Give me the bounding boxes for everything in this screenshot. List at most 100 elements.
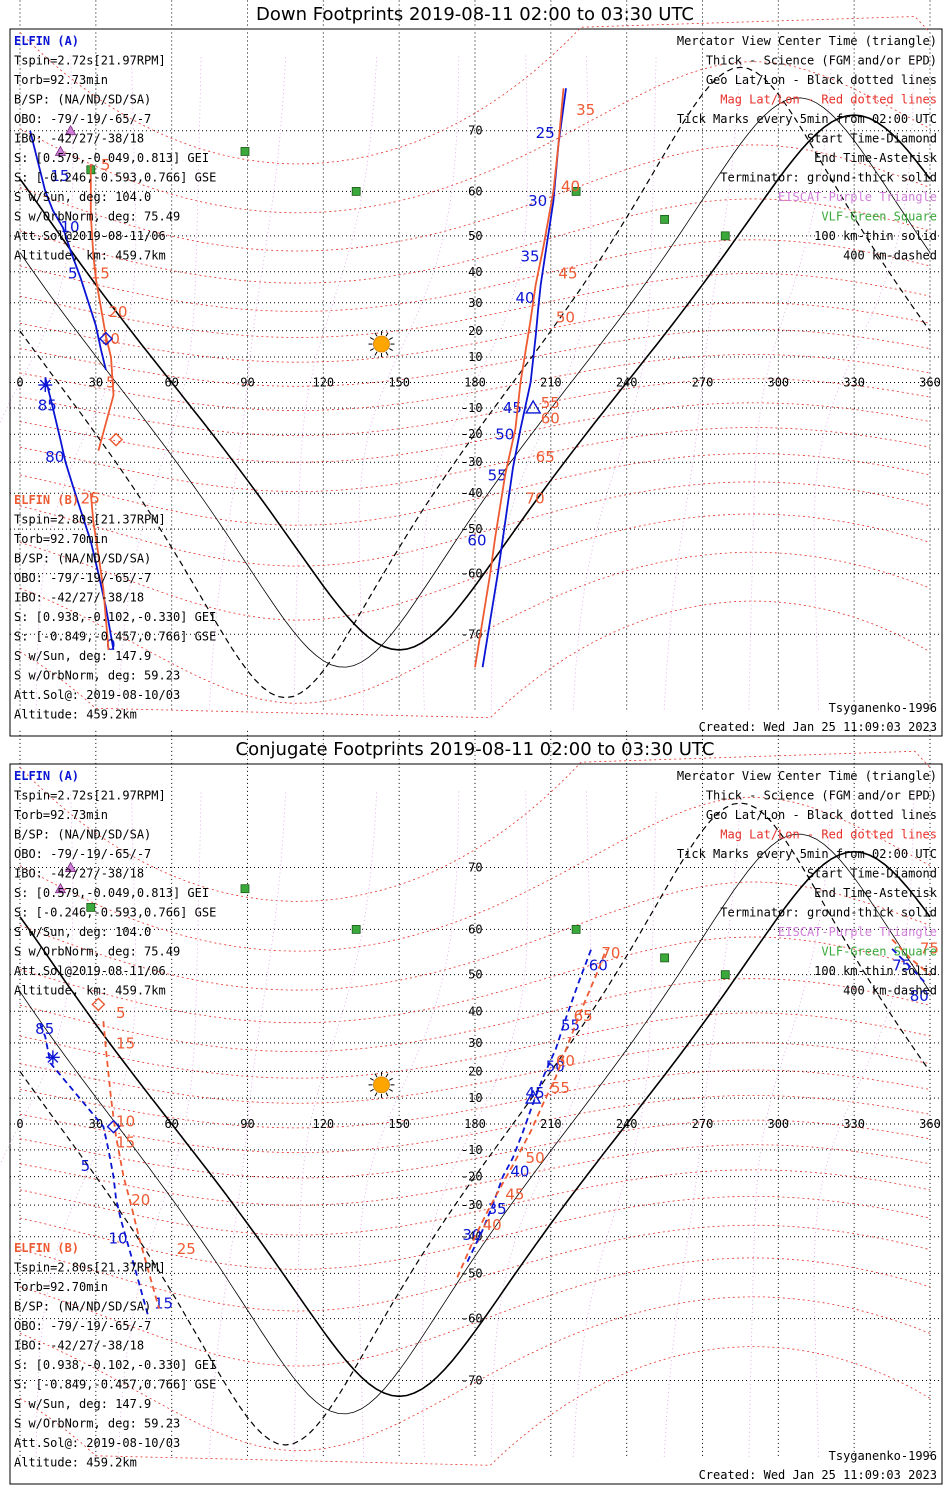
track-time-label: 15 bbox=[116, 1133, 135, 1151]
track-time-label: 55 bbox=[541, 394, 560, 412]
elfin-b-info-line: OBO: -79/-19/-65/-7 bbox=[14, 1319, 151, 1333]
legend-entry: Mag Lat/Lon - Red dotted lines bbox=[720, 93, 937, 107]
elfin-b-info-line: S: [-0.849,-0.457,0.766] GSE bbox=[14, 630, 216, 644]
track-time-label: 35 bbox=[521, 248, 540, 266]
mag-latitude-line bbox=[19, 1257, 931, 1367]
mag-meridian-line bbox=[358, 791, 460, 1457]
elfin-a-track bbox=[481, 88, 567, 668]
mag-latitude-line bbox=[19, 481, 931, 567]
elfin-a-track bbox=[39, 1024, 150, 1319]
x-tick-label: 120 bbox=[312, 376, 334, 390]
track-time-label: 0 bbox=[106, 636, 116, 654]
mag-meridian-line bbox=[208, 791, 287, 1457]
sun-ray bbox=[389, 1077, 393, 1081]
sun-ray bbox=[374, 1092, 378, 1097]
y-tick-label: -40 bbox=[461, 486, 483, 500]
elfin-a-label: ELFIN (A) bbox=[14, 34, 79, 48]
elfin-a-info-line: Torb=92.73min bbox=[14, 73, 108, 87]
elfin-b-info-line: OBO: -79/-19/-65/-7 bbox=[14, 571, 151, 585]
legend-entry: Tick Marks every 5min from 02:00 UTC bbox=[677, 847, 937, 861]
mag-meridian-line bbox=[813, 791, 915, 1457]
asterisk-stroke bbox=[39, 379, 51, 391]
elfin-b-track bbox=[891, 938, 931, 976]
x-tick-label: 300 bbox=[767, 376, 789, 390]
track-time-label: 50 bbox=[526, 1149, 545, 1167]
y-tick-label: 20 bbox=[468, 1064, 482, 1078]
mag-latitude-line bbox=[19, 1119, 931, 1179]
sun-ray bbox=[369, 1077, 374, 1081]
elfin-b-info-line: S: [-0.849,-0.457,0.766] GSE bbox=[14, 1378, 216, 1392]
mag-latitude-line bbox=[19, 354, 931, 411]
legend-entry: EISCAT-Purple Triangle bbox=[778, 190, 937, 204]
vlf-station-marker bbox=[571, 924, 581, 934]
elfin-b-track bbox=[102, 1021, 160, 1309]
start-diamond-marker bbox=[106, 1119, 121, 1134]
x-tick-label: 330 bbox=[843, 1117, 865, 1131]
track-time-label: 60 bbox=[467, 532, 486, 550]
y-tick-label: 40 bbox=[468, 1004, 482, 1018]
x-tick-label: 30 bbox=[89, 376, 103, 390]
elfin-a-track bbox=[29, 130, 107, 371]
track-time-label: 35 bbox=[488, 1200, 507, 1218]
legend-entry: End Time-Asterisk bbox=[814, 886, 938, 900]
vlf-station-marker bbox=[240, 884, 250, 894]
legend-entry: Thick - Science (FGM and/or EPD) bbox=[706, 54, 937, 68]
mag-latitude-line bbox=[19, 302, 931, 363]
sun-ray bbox=[385, 351, 389, 356]
mag-latitude-line bbox=[19, 427, 931, 492]
y-tick-label: -10 bbox=[461, 1143, 483, 1157]
legend-entry: 100 km-thin solid bbox=[814, 229, 937, 243]
mag-meridian-line bbox=[35, 55, 137, 710]
track-time-label: 45 bbox=[505, 1185, 524, 1203]
y-tick-label: -30 bbox=[461, 455, 483, 469]
x-tick-label: 180 bbox=[464, 1117, 486, 1131]
legend-entry: Thick - Science (FGM and/or EPD) bbox=[706, 789, 937, 803]
legend-entry: Geo Lat/Lon - Black dotted lines bbox=[706, 808, 937, 822]
elfin-a-info: ELFIN (A) Tspin=2.72s[21.97RPM] Torb=92.73… bbox=[14, 34, 216, 263]
legend-entry: 400 km-dashed bbox=[843, 984, 937, 998]
elfin-b-info-line: S: [0.938,-0.102,-0.330] GEI bbox=[14, 1358, 216, 1372]
track-time-label: 5 bbox=[101, 156, 111, 174]
mag-meridian-line bbox=[572, 791, 657, 1457]
x-tick-label: 90 bbox=[240, 1117, 254, 1131]
center-time-triangle bbox=[524, 1089, 542, 1104]
sun-ray bbox=[385, 1092, 389, 1097]
track-time-label: 55 bbox=[551, 1079, 570, 1097]
x-tick-label: 210 bbox=[540, 1117, 562, 1131]
legend-entry: Mag Lat/Lon - Red dotted lines bbox=[720, 828, 937, 842]
track-time-label: 20 bbox=[131, 1191, 150, 1209]
legend-entry: Tick Marks every 5min from 02:00 UTC bbox=[677, 112, 937, 126]
x-tick-label: 150 bbox=[388, 1117, 410, 1131]
track-time-label: 50 bbox=[556, 309, 575, 327]
y-tick-label: 30 bbox=[468, 1036, 482, 1050]
track-time-label: 10 bbox=[108, 1230, 127, 1248]
elfin-a-track bbox=[891, 948, 926, 984]
y-tick-label: -70 bbox=[461, 627, 483, 641]
down-footprints-panel: 0 30 60 90 120 150 180 210 240 270 300 330 360-70-60… bbox=[0, 0, 943, 737]
track-time-label: 45 bbox=[558, 264, 577, 282]
mag-latitude-line bbox=[19, 1169, 931, 1236]
mag-latitude-line bbox=[19, 1042, 931, 1104]
elfin-a-info-line: S: [-0.246,-0.593,0.766] GSE bbox=[14, 171, 216, 185]
y-tick-label: 10 bbox=[468, 1091, 482, 1105]
elfin-a-info-line: Torb=92.73min bbox=[14, 808, 108, 822]
elfin-b-info-line: S: [0.938,-0.102,-0.330] GEI bbox=[14, 610, 216, 624]
legend-entry: Start Time-Diamond bbox=[807, 867, 937, 881]
mag-latitude-line bbox=[19, 16, 931, 165]
mag-latitude-line bbox=[19, 1095, 931, 1153]
x-tick-label: 90 bbox=[240, 376, 254, 390]
mag-latitude-line bbox=[19, 61, 931, 214]
start-diamond-marker bbox=[91, 997, 106, 1012]
mag-latitude-line bbox=[19, 329, 931, 387]
x-tick-label: 180 bbox=[464, 376, 486, 390]
mag-meridian-line bbox=[208, 55, 287, 710]
track-time-label: 25 bbox=[81, 489, 100, 507]
legend-entry: Mercator View Center Time (triangle) bbox=[677, 769, 937, 783]
mag-latitude-line bbox=[19, 1196, 931, 1270]
mag-meridian-line bbox=[358, 55, 460, 710]
y-tick-label: -60 bbox=[461, 1312, 483, 1326]
elfin-b-info: ELFIN (B) Tspin=2.80s[21.37RPM] Torb=92.70… bbox=[14, 1241, 216, 1470]
mag-latitude-line bbox=[19, 796, 931, 952]
elfin-a-info-line: S w/OrbNorm, deg: 75.49 bbox=[14, 210, 180, 224]
